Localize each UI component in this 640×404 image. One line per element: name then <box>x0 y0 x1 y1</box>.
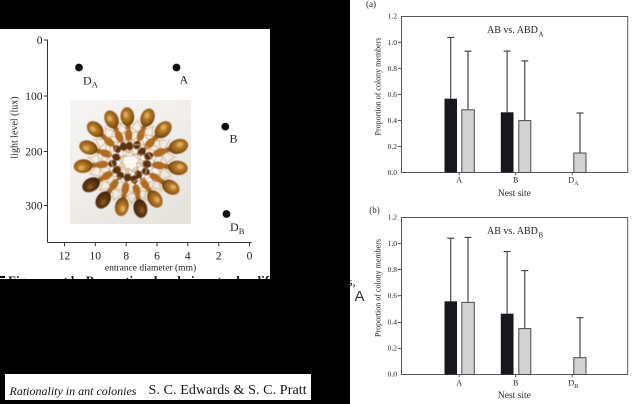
svg-text:B: B <box>539 231 544 239</box>
svg-text:10: 10 <box>90 251 102 263</box>
svg-text:8: 8 <box>123 251 129 263</box>
svg-text:AB vs. ABD: AB vs. ABD <box>487 226 538 237</box>
svg-text:A: A <box>574 181 579 187</box>
svg-text:1.0: 1.0 <box>388 38 398 47</box>
svg-text:0.2: 0.2 <box>388 343 398 352</box>
svg-text:4: 4 <box>185 251 191 263</box>
svg-text:0.2: 0.2 <box>388 142 398 151</box>
svg-text:B: B <box>230 132 238 146</box>
svg-text:1.0: 1.0 <box>388 239 398 248</box>
svg-text:0.0: 0.0 <box>388 168 398 177</box>
svg-text:1.2: 1.2 <box>388 213 398 222</box>
svg-text:Nest site: Nest site <box>498 391 531 401</box>
svg-text:A: A <box>180 73 189 87</box>
svg-text:(a): (a) <box>366 0 376 9</box>
svg-text:D: D <box>230 220 239 234</box>
svg-text:A: A <box>92 80 99 90</box>
svg-text:entrance diameter (mm): entrance diameter (mm) <box>105 263 196 274</box>
svg-text:light level (lux): light level (lux) <box>10 96 21 158</box>
svg-text:D: D <box>568 176 574 185</box>
svg-text:AB vs. ABD: AB vs. ABD <box>487 25 538 36</box>
svg-text:200: 200 <box>25 146 43 158</box>
svg-text:0: 0 <box>37 35 43 47</box>
svg-text:1.2: 1.2 <box>388 12 398 21</box>
svg-text:12: 12 <box>59 251 71 263</box>
svg-text:A: A <box>456 378 462 387</box>
svg-text:0.6: 0.6 <box>388 90 398 99</box>
svg-text:A: A <box>456 176 462 185</box>
svg-text:2: 2 <box>216 251 222 263</box>
svg-text:300: 300 <box>25 200 43 212</box>
svg-text:D: D <box>83 74 92 88</box>
svg-text:(b): (b) <box>369 205 380 215</box>
svg-text:Proportion of colony members: Proportion of colony members <box>374 239 383 337</box>
svg-text:A: A <box>539 31 544 39</box>
svg-text:0.8: 0.8 <box>388 64 398 73</box>
svg-text:B: B <box>513 176 518 185</box>
svg-text:100: 100 <box>25 91 43 103</box>
svg-text:0.6: 0.6 <box>388 291 398 300</box>
svg-text:0.4: 0.4 <box>388 317 398 326</box>
svg-text:0.0: 0.0 <box>388 370 398 379</box>
svg-text:Proportion of colony members: Proportion of colony members <box>374 38 383 136</box>
svg-text:0: 0 <box>247 251 253 263</box>
svg-text:6: 6 <box>154 251 160 263</box>
svg-text:0.8: 0.8 <box>388 265 398 274</box>
svg-text:Nest site: Nest site <box>498 189 531 199</box>
svg-text:B: B <box>239 226 245 236</box>
svg-text:D: D <box>568 378 574 387</box>
svg-text:0.4: 0.4 <box>388 116 398 125</box>
svg-text:B: B <box>513 378 518 387</box>
svg-text:B: B <box>574 384 578 390</box>
